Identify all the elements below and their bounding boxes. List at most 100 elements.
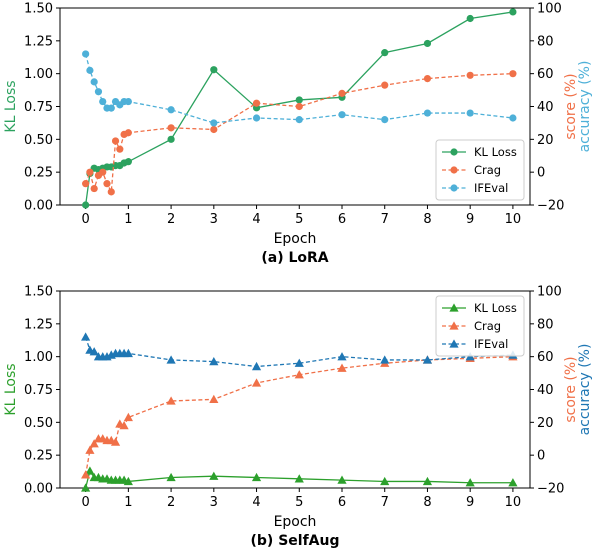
x-tick-label: 10 (505, 212, 522, 227)
x-tick-label: 8 (423, 495, 431, 510)
y-tick-label-left: 1.50 (24, 285, 53, 300)
data-point (251, 472, 262, 482)
series-group (82, 8, 517, 209)
y-tick-label-right: 80 (537, 317, 554, 332)
data-point (337, 352, 347, 361)
data-point (338, 89, 346, 97)
legend-label: IFEval (474, 337, 508, 351)
data-point (422, 476, 433, 486)
x-tick-label: 2 (167, 495, 175, 510)
y-tick-label-left: 0.00 (24, 482, 53, 497)
series-group (81, 332, 518, 492)
data-point (86, 66, 94, 74)
data-point (251, 378, 262, 387)
series-kl-loss (82, 8, 517, 209)
y-tick-label-left: 0.75 (24, 383, 53, 398)
data-point (111, 137, 120, 145)
y-tick-label-right: 80 (537, 34, 554, 49)
legend-marker (450, 166, 458, 174)
data-point (103, 180, 111, 188)
data-point (466, 14, 474, 23)
data-point (166, 472, 176, 482)
data-point (123, 412, 133, 422)
legend-marker (449, 321, 459, 330)
y-tick-label-left: 0.50 (24, 416, 53, 431)
y-tick-label-left: 1.00 (24, 67, 53, 82)
series-crag (81, 352, 518, 479)
y-tick-label-left: 1.25 (24, 317, 53, 332)
legend-label: KL Loss (474, 301, 517, 315)
legend-label: Crag (474, 319, 501, 333)
x-tick-label: 7 (381, 212, 389, 227)
chart-panel-b: 0 1 2 3 4 5 6 7 8 9 10 0.00 0.25 0.50 0.75 1.00 1.25 1.50… (3, 285, 593, 550)
data-point (381, 49, 389, 57)
data-point (81, 470, 91, 479)
data-point (422, 355, 433, 364)
y-axis-title-right-1: score (%) (563, 356, 579, 422)
legend-marker (449, 339, 459, 348)
legend-label: KL Loss (474, 145, 517, 159)
data-point (85, 466, 95, 475)
y-axis-title-right-2: accuracy (%) (577, 61, 593, 153)
data-point (166, 396, 176, 405)
data-point (295, 102, 303, 111)
data-point (82, 180, 90, 188)
data-point (209, 356, 219, 366)
data-point (423, 109, 432, 117)
legend-marker (450, 148, 458, 156)
x-tick-label: 3 (210, 212, 218, 227)
data-point (81, 332, 91, 341)
data-point (251, 361, 262, 371)
data-point (210, 125, 218, 134)
y-tick-label-left: 0.25 (24, 166, 53, 181)
data-point (381, 81, 389, 89)
x-tick-label: 0 (81, 212, 89, 227)
series-crag (82, 70, 517, 196)
series-kl-loss (81, 466, 518, 492)
x-tick-label: 6 (338, 495, 346, 510)
series-line (85, 53, 513, 124)
data-point (210, 66, 218, 74)
y-tick-label-left: 1.50 (24, 2, 53, 17)
data-point (423, 39, 432, 48)
series-ifeval (81, 332, 518, 371)
x-tick-label: 1 (124, 212, 132, 227)
legend-label: Crag (474, 163, 501, 177)
data-point (90, 78, 98, 86)
y-tick-label-right: 100 (537, 285, 562, 300)
data-point (209, 394, 219, 404)
y-tick-label-right: −20 (537, 199, 564, 214)
x-tick-label: 0 (81, 495, 89, 510)
data-point (338, 111, 346, 119)
data-point (295, 96, 303, 104)
y-tick-label-right: 20 (537, 133, 554, 148)
data-point (294, 474, 304, 483)
chart-caption: (a) LoRA (261, 250, 328, 266)
data-point (119, 421, 129, 430)
x-axis-title: Epoch (274, 231, 317, 247)
y-tick-label-right: −20 (537, 482, 564, 497)
y-tick-label-right: 60 (537, 350, 554, 365)
data-point (99, 168, 107, 176)
x-tick-label: 3 (210, 495, 218, 510)
series-ifeval (82, 50, 517, 127)
data-point (82, 201, 90, 209)
data-point (90, 184, 98, 193)
data-point (167, 124, 175, 132)
data-point (252, 114, 261, 122)
y-axis-title-right-1: score (%) (563, 73, 579, 139)
data-point (294, 358, 304, 367)
y-tick-label-right: 40 (537, 100, 554, 115)
y-tick-label-left: 0.50 (24, 133, 53, 148)
legend-marker (450, 184, 458, 192)
y-axis-title-left: KL Loss (3, 80, 19, 132)
y-tick-label-right: 20 (537, 416, 554, 431)
y-tick-label-right: 0 (537, 166, 545, 181)
data-point (380, 355, 390, 364)
data-point (509, 114, 517, 122)
data-point (123, 476, 133, 486)
x-tick-label: 9 (466, 495, 474, 510)
data-point (465, 478, 475, 487)
y-tick-label-right: 60 (537, 67, 554, 82)
